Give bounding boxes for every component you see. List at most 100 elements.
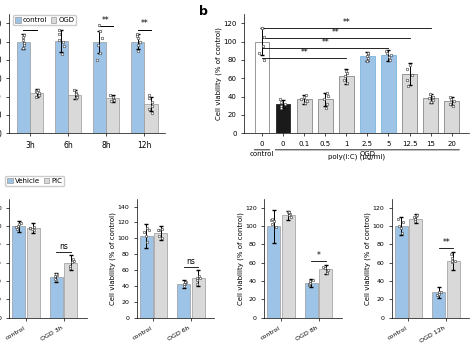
- Bar: [319, 269, 332, 318]
- Bar: [305, 283, 318, 318]
- Point: [51, 273, 59, 279]
- Point: [364, 50, 372, 55]
- Point: [344, 70, 351, 76]
- Point: [32, 94, 40, 99]
- Point: [55, 31, 63, 37]
- Point: [73, 90, 80, 96]
- Text: ns: ns: [187, 257, 196, 266]
- Y-axis label: Cell viability (% of control): Cell viability (% of control): [109, 212, 116, 305]
- Point: [181, 283, 188, 289]
- Bar: [447, 261, 460, 318]
- Point: [27, 226, 34, 231]
- Point: [307, 280, 314, 286]
- Point: [108, 98, 115, 104]
- Text: **: **: [332, 28, 339, 37]
- Y-axis label: Cell viability (% of control): Cell viability (% of control): [237, 212, 244, 305]
- Point: [277, 105, 285, 110]
- Point: [53, 273, 60, 278]
- Point: [109, 94, 117, 99]
- Point: [143, 226, 151, 231]
- Point: [193, 275, 201, 281]
- Point: [277, 96, 284, 102]
- Point: [322, 105, 330, 110]
- Point: [396, 223, 403, 229]
- Point: [94, 42, 101, 48]
- Point: [277, 103, 285, 108]
- Point: [324, 269, 331, 274]
- Point: [319, 264, 327, 270]
- Bar: [140, 236, 153, 318]
- Point: [342, 68, 350, 74]
- Point: [193, 277, 201, 283]
- Point: [429, 97, 437, 103]
- Point: [285, 212, 292, 217]
- Point: [451, 258, 459, 264]
- Point: [52, 271, 60, 277]
- Point: [109, 95, 117, 100]
- Bar: [409, 219, 422, 318]
- Point: [96, 28, 103, 34]
- Bar: [55, 41, 68, 133]
- Point: [387, 53, 395, 58]
- Point: [268, 217, 275, 222]
- Bar: [64, 263, 77, 318]
- Point: [55, 37, 63, 43]
- Text: **: **: [26, 19, 34, 28]
- Point: [98, 35, 106, 41]
- Point: [320, 96, 328, 102]
- Point: [148, 103, 155, 108]
- Point: [135, 35, 142, 41]
- Point: [323, 101, 330, 107]
- Point: [148, 110, 155, 116]
- Point: [133, 31, 141, 37]
- Point: [134, 42, 142, 48]
- Point: [447, 101, 454, 107]
- Point: [28, 226, 36, 232]
- Point: [159, 226, 166, 232]
- Point: [387, 57, 394, 63]
- Point: [73, 92, 81, 97]
- Point: [69, 256, 77, 262]
- Point: [19, 37, 27, 43]
- Y-axis label: Cell viability (% of control): Cell viability (% of control): [215, 27, 222, 120]
- Point: [297, 96, 305, 102]
- Bar: [360, 56, 375, 133]
- Point: [20, 42, 28, 48]
- Bar: [423, 98, 438, 133]
- Text: **: **: [321, 38, 329, 47]
- Point: [20, 40, 27, 45]
- Text: ns: ns: [59, 242, 68, 251]
- Point: [303, 98, 311, 104]
- Point: [448, 259, 456, 265]
- Bar: [12, 226, 25, 318]
- Legend: Vehicle, PIC: Vehicle, PIC: [5, 176, 64, 186]
- Point: [382, 48, 390, 54]
- Point: [30, 225, 38, 230]
- Point: [133, 33, 141, 39]
- Point: [182, 282, 189, 287]
- Point: [259, 43, 266, 49]
- Point: [13, 226, 20, 232]
- Point: [52, 277, 60, 283]
- Point: [20, 32, 28, 38]
- Point: [281, 101, 289, 107]
- Point: [321, 266, 329, 271]
- Point: [448, 258, 456, 264]
- Point: [434, 292, 442, 298]
- Point: [273, 224, 280, 230]
- Point: [302, 92, 310, 97]
- Text: control: control: [250, 151, 274, 157]
- Bar: [93, 42, 106, 133]
- Point: [364, 53, 371, 59]
- Text: **: **: [102, 16, 110, 25]
- Text: **: **: [342, 18, 350, 27]
- Point: [52, 277, 59, 282]
- Point: [136, 39, 144, 44]
- Bar: [297, 99, 311, 133]
- Point: [33, 89, 40, 95]
- Bar: [177, 285, 191, 318]
- Point: [425, 96, 432, 101]
- Point: [66, 263, 74, 269]
- Text: **: **: [64, 15, 72, 24]
- Point: [155, 233, 163, 238]
